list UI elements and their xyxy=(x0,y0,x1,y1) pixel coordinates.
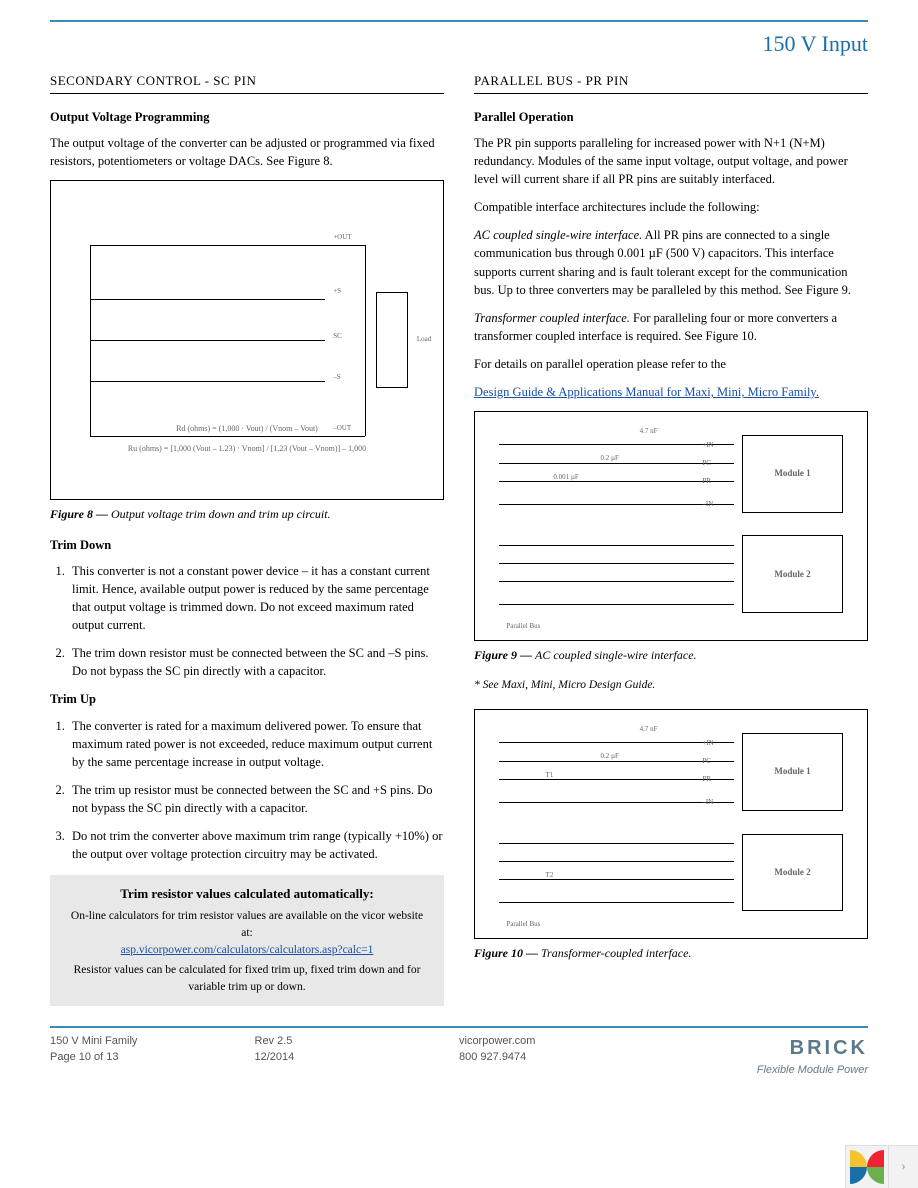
footer-mid1: Rev 2.5 12/2014 xyxy=(255,1034,460,1079)
brand-tagline: Flexible Module Power xyxy=(664,1063,869,1079)
label-minus-s: –S xyxy=(333,372,340,382)
calc-text: On-line calculators for trim resistor va… xyxy=(64,908,430,941)
list-item: The trim down resistor must be connected… xyxy=(68,644,444,680)
figure-8-caption: Figure 8 — Output voltage trim down and … xyxy=(50,506,444,523)
figure-number: Figure 10 — xyxy=(474,946,541,960)
footer-right: BRICK Flexible Module Power xyxy=(664,1034,869,1079)
figure-9-note: * See Maxi, Mini, Micro Design Guide. xyxy=(474,677,868,694)
label-plus-out: +OUT xyxy=(333,232,351,242)
footer-mid2: vicorpower.com 800 927.9474 xyxy=(459,1034,664,1079)
interface-label: AC coupled single-wire interface. xyxy=(474,228,642,242)
subhead-parallel: Parallel Operation xyxy=(474,108,868,126)
subhead-trim-down: Trim Down xyxy=(50,536,444,554)
figure-caption-text: Transformer-coupled interface. xyxy=(541,946,691,960)
module-1-box: Module 1 xyxy=(742,435,844,513)
design-guide-link[interactable]: Design Guide & Applications Manual for M… xyxy=(474,385,819,399)
list-item: This converter is not a constant power d… xyxy=(68,562,444,635)
cap-label: 4.7 nF xyxy=(640,724,658,734)
chevron-right-icon: › xyxy=(901,1157,906,1177)
list-item: Do not trim the converter above maximum … xyxy=(68,827,444,863)
paragraph: The output voltage of the converter can … xyxy=(50,134,444,170)
cap-label: 4.7 nF xyxy=(640,426,658,436)
left-column: SECONDARY CONTROL - SC PIN Output Voltag… xyxy=(50,68,444,1006)
trim-up-list: The converter is rated for a maximum del… xyxy=(50,717,444,864)
calculator-box: Trim resistor values calculated automati… xyxy=(50,875,444,1005)
figure-10-schematic: Module 1 Module 2 +IN PC PR –IN 4.7 nF 0… xyxy=(474,709,868,939)
module-2-box: Module 2 xyxy=(742,535,844,613)
footer-family: 150 V Mini Family xyxy=(50,1034,255,1050)
label-plus-s: +S xyxy=(333,286,341,296)
figure-10-caption: Figure 10 — Transformer-coupled interfac… xyxy=(474,945,868,962)
footer-url: vicorpower.com xyxy=(459,1034,664,1050)
calc-link[interactable]: asp.vicorpower.com/calculators/calculato… xyxy=(121,944,374,956)
paragraph: Transformer coupled interface. For paral… xyxy=(474,309,868,345)
section-heading-pr: PARALLEL BUS - PR PIN xyxy=(474,72,868,94)
subhead-output-voltage: Output Voltage Programming xyxy=(50,108,444,126)
figure-caption-text: Output voltage trim down and trim up cir… xyxy=(111,507,331,521)
label-sc: SC xyxy=(333,331,342,341)
header-rule xyxy=(50,20,868,22)
figure-9-caption: Figure 9 — AC coupled single-wire interf… xyxy=(474,647,868,664)
pinwheel-icon[interactable] xyxy=(850,1150,884,1184)
footer-page: Page 10 of 13 xyxy=(50,1050,255,1066)
right-column: PARALLEL BUS - PR PIN Parallel Operation… xyxy=(474,68,868,1006)
calc-title: Trim resistor values calculated automati… xyxy=(64,885,430,904)
pin-label: PC xyxy=(702,458,711,468)
footer-phone: 800 927.9474 xyxy=(459,1050,664,1066)
footer-left: 150 V Mini Family Page 10 of 13 xyxy=(50,1034,255,1079)
pin-label: PR xyxy=(702,476,711,486)
list-item: The converter is rated for a maximum del… xyxy=(68,717,444,771)
corner-widget: › xyxy=(845,1145,918,1188)
interface-label: Transformer coupled interface. xyxy=(474,311,630,325)
list-item: The trim up resistor must be connected b… xyxy=(68,781,444,817)
footer-rev: Rev 2.5 xyxy=(255,1034,460,1050)
paragraph: The PR pin supports paralleling for incr… xyxy=(474,134,868,188)
subhead-trim-up: Trim Up xyxy=(50,690,444,708)
cap-label: 0.2 µF xyxy=(600,751,618,761)
pin-label: –IN xyxy=(702,499,713,509)
paragraph: AC coupled single-wire interface. All PR… xyxy=(474,226,868,299)
pin-label: –IN xyxy=(702,797,713,807)
figure-number: Figure 8 — xyxy=(50,507,111,521)
figure-9-schematic: Module 1 Module 2 +IN PC PR –IN 4.7 nF 0… xyxy=(474,411,868,641)
figure-number: Figure 9 — xyxy=(474,648,535,662)
xfmr-label: T1 xyxy=(546,770,554,780)
cap-label: 0.2 µF xyxy=(600,453,618,463)
pin-label: PR xyxy=(702,774,711,784)
page-footer: 150 V Mini Family Page 10 of 13 Rev 2.5 … xyxy=(50,1028,868,1099)
bus-label: Parallel Bus xyxy=(506,919,540,929)
next-arrow-button[interactable]: › xyxy=(888,1146,918,1188)
pin-label: +IN xyxy=(702,738,713,748)
pin-label: +IN xyxy=(702,440,713,450)
trim-down-list: This converter is not a constant power d… xyxy=(50,562,444,681)
section-heading-sc: SECONDARY CONTROL - SC PIN xyxy=(50,72,444,94)
xfmr-label: T2 xyxy=(546,870,554,880)
pin-label: PC xyxy=(702,756,711,766)
module-2-box: Module 2 xyxy=(742,834,844,912)
paragraph: For details on parallel operation please… xyxy=(474,355,868,373)
equation-ru: Ru (ohms) = [1,000 (Vout – 1.23) · Vnom]… xyxy=(71,443,424,455)
brand-logo: BRICK xyxy=(664,1034,869,1063)
label-load: Load xyxy=(417,334,431,344)
module-1-box: Module 1 xyxy=(742,733,844,811)
footer-date: 12/2014 xyxy=(255,1050,460,1066)
two-column-layout: SECONDARY CONTROL - SC PIN Output Voltag… xyxy=(50,68,868,1006)
equation-rd: Rd (ohms) = (1,000 · Vout) / (Vnom – Vou… xyxy=(71,423,424,435)
page-title: 150 V Input xyxy=(50,28,868,60)
figure-caption-text: AC coupled single-wire interface. xyxy=(535,648,697,662)
bus-label: Parallel Bus xyxy=(506,621,540,631)
cap-label: 0.001 µF xyxy=(553,472,578,482)
figure-8-schematic: Load +OUT +S SC –S –OUT Rd (ohms) = (1,0… xyxy=(50,180,444,500)
calc-text: Resistor values can be calculated for fi… xyxy=(64,962,430,995)
paragraph: Compatible interface architectures inclu… xyxy=(474,198,868,216)
